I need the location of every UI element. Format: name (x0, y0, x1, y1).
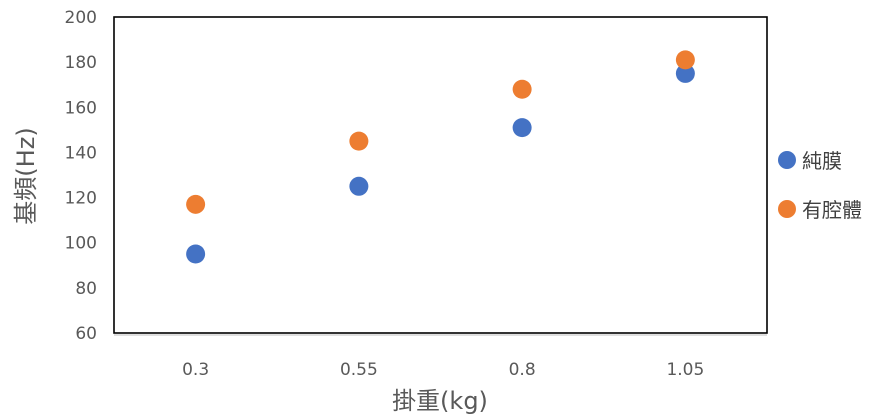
plot-area-frame (113, 16, 768, 334)
data-point (512, 118, 532, 138)
data-point (349, 131, 369, 151)
legend-item-with-cavity: 有腔體 (778, 198, 862, 222)
y-tick-label: 120 (65, 189, 97, 209)
data-point (512, 79, 532, 99)
x-tick-label: 0.55 (340, 360, 378, 380)
data-point (675, 63, 695, 83)
data-points (186, 50, 695, 264)
data-point (675, 50, 695, 70)
y-tick-label: 160 (65, 98, 97, 118)
x-axis-ticks: 0.3 0.55 0.8 1.05 (182, 360, 704, 380)
y-tick-label: 80 (75, 279, 97, 299)
series-0 (186, 63, 695, 264)
x-axis-title: 掛重(kg) (392, 387, 488, 415)
y-tick-label: 200 (65, 8, 97, 28)
y-tick-label: 180 (65, 53, 97, 73)
x-tick-label: 0.3 (182, 360, 209, 380)
y-tick-label: 60 (75, 324, 97, 344)
legend: 純膜 有腔體 (778, 149, 862, 222)
legend-label-with-cavity: 有腔體 (802, 198, 862, 222)
data-point (186, 194, 206, 214)
y-axis-title: 基頻(Hz) (12, 127, 40, 224)
y-axis-ticks: 60 80 100 120 140 160 180 200 (65, 8, 97, 344)
series-1 (186, 50, 695, 214)
y-tick-label: 100 (65, 234, 97, 254)
legend-marker-with-cavity (778, 200, 796, 218)
x-tick-label: 0.8 (509, 360, 536, 380)
data-point (186, 244, 206, 264)
legend-item-pure-membrane: 純膜 (778, 149, 842, 173)
y-tick-label: 140 (65, 143, 97, 163)
legend-label-pure-membrane: 純膜 (802, 149, 842, 173)
data-point (349, 176, 369, 196)
legend-marker-pure-membrane (778, 151, 796, 169)
x-tick-label: 1.05 (666, 360, 704, 380)
